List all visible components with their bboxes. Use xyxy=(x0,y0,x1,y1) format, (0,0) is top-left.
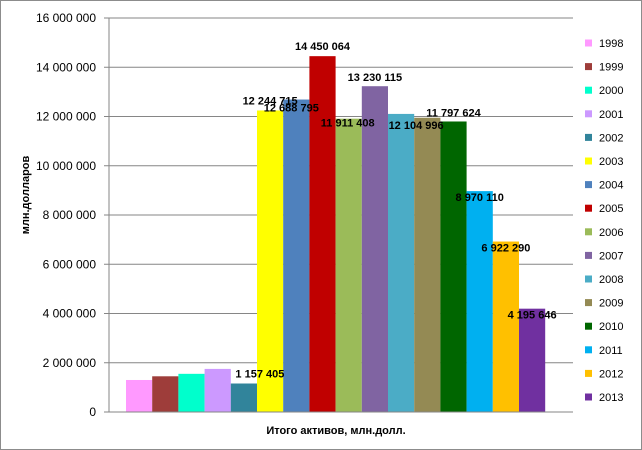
data-label-2008: 12 104 996 xyxy=(389,120,444,132)
legend-swatch-1999 xyxy=(585,63,592,71)
legend-label-1999: 1999 xyxy=(599,62,623,74)
data-label-2012: 6 922 290 xyxy=(481,243,530,255)
legend-label-2011: 2011 xyxy=(599,345,623,357)
legend-label-2012: 2012 xyxy=(599,368,623,380)
y-tick-label: 10 000 000 xyxy=(36,159,96,173)
y-tick-label: 8 000 000 xyxy=(43,208,97,222)
y-tick-label: 12 000 000 xyxy=(36,110,96,124)
legend-swatch-2007 xyxy=(585,251,592,259)
legend-swatch-1998 xyxy=(585,39,592,47)
bar-1999 xyxy=(152,376,179,412)
legend-swatch-2008 xyxy=(585,275,592,283)
bar-2008 xyxy=(388,113,415,412)
y-tick-label: 2 000 000 xyxy=(43,356,97,370)
bar-2010 xyxy=(440,121,467,412)
bar-2006 xyxy=(335,118,362,412)
legend-swatch-2006 xyxy=(585,228,592,236)
legend-label-2002: 2002 xyxy=(599,132,623,144)
legend-label-2009: 2009 xyxy=(599,298,623,310)
legend-label-2005: 2005 xyxy=(599,203,623,215)
bar-2013 xyxy=(519,308,546,412)
y-tick-labels: 0 2 000 000 4 000 000 6 000 000 8 000 000 10 … xyxy=(36,11,109,419)
data-label-2011: 8 970 110 xyxy=(456,192,504,204)
y-tick-label: 4 000 000 xyxy=(43,307,97,321)
data-label-2010: 11 797 624 xyxy=(426,107,481,119)
data-label-2007: 13 230 115 xyxy=(348,72,402,84)
legend-swatch-2013 xyxy=(585,393,592,401)
legend-label-2001: 2001 xyxy=(599,109,623,121)
data-label-2003: 12 244 715 xyxy=(243,95,298,107)
legend-swatch-2003 xyxy=(585,157,592,165)
y-tick-label: 0 xyxy=(89,405,96,419)
legend-swatch-2010 xyxy=(585,322,592,330)
bars xyxy=(126,56,546,413)
legend-label-2008: 2008 xyxy=(599,274,623,286)
x-axis-title: Итого активов, млн.долл. xyxy=(266,425,405,437)
legend: 1998 1999 2000 2001 2002 2003 2004 2005 2006 2007… xyxy=(585,38,623,404)
legend-label-2007: 2007 xyxy=(599,250,623,262)
legend-label-2004: 2004 xyxy=(599,180,623,192)
legend-label-2010: 2010 xyxy=(599,321,623,333)
legend-swatch-2012 xyxy=(585,369,592,377)
bar-2004 xyxy=(283,99,310,412)
bar-2000 xyxy=(178,373,205,412)
y-tick-label: 14 000 000 xyxy=(36,60,96,74)
bar-2002 xyxy=(230,383,257,412)
legend-swatch-2001 xyxy=(585,110,592,118)
legend-swatch-2011 xyxy=(585,346,592,354)
data-label-2006: 11 911 408 xyxy=(321,118,375,130)
data-label-2013: 4 195 646 xyxy=(508,310,557,322)
legend-swatch-2004 xyxy=(585,181,592,189)
bar-2001 xyxy=(204,368,231,412)
legend-label-2013: 2013 xyxy=(599,392,623,404)
legend-swatch-2005 xyxy=(585,204,592,212)
data-label-2002: 1 157 405 xyxy=(235,368,284,380)
bar-2007 xyxy=(361,86,388,412)
data-label-2005: 14 450 064 xyxy=(295,41,351,53)
bar-2005 xyxy=(309,56,336,412)
y-tick-label: 16 000 000 xyxy=(36,11,96,25)
bar-2009 xyxy=(414,117,441,412)
legend-swatch-2009 xyxy=(585,299,592,307)
y-axis-title: млн.долларов xyxy=(20,155,32,234)
bar-1998 xyxy=(126,379,153,412)
legend-swatch-2002 xyxy=(585,133,592,141)
bar-2012 xyxy=(492,241,519,412)
y-tick-label: 6 000 000 xyxy=(43,257,97,271)
bar-2003 xyxy=(257,110,284,413)
legend-label-2003: 2003 xyxy=(599,156,623,168)
legend-swatch-2000 xyxy=(585,86,592,94)
bar-2011 xyxy=(466,191,493,412)
data-label-2004: 12 688 795 xyxy=(264,103,319,115)
legend-label-2000: 2000 xyxy=(599,85,623,97)
legend-label-1998: 1998 xyxy=(599,38,623,50)
legend-label-2006: 2006 xyxy=(599,227,623,239)
